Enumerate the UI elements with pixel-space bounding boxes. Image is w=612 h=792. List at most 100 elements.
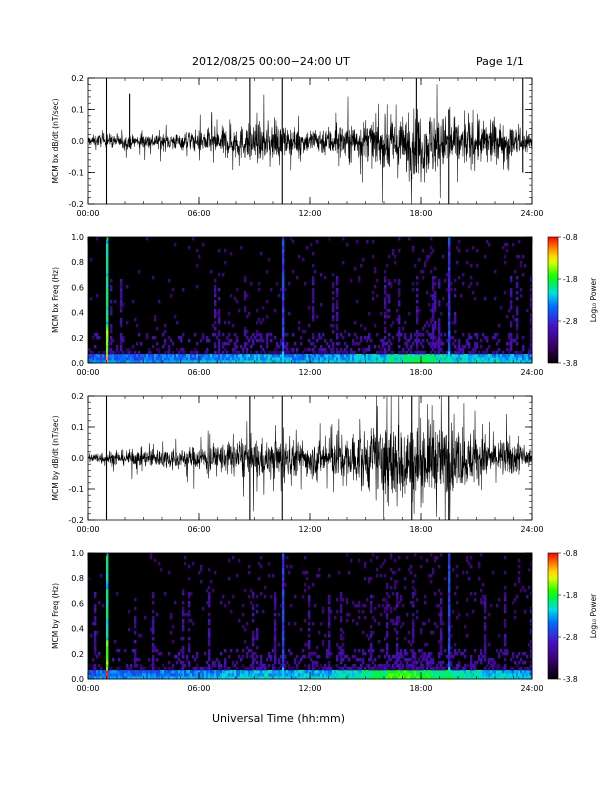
spectrogram-cell <box>182 607 184 610</box>
y-tick-label: 0.4 <box>71 309 84 318</box>
spectrogram-cell <box>370 658 372 661</box>
spectrogram-cell <box>266 342 268 345</box>
spectrogram-cell <box>466 559 468 562</box>
spectrogram-cell <box>162 664 164 667</box>
spectrogram-cell <box>458 339 460 342</box>
spectrogram-cell <box>388 297 390 300</box>
spectrogram-cell <box>516 342 518 345</box>
spectrogram-cell <box>470 655 472 658</box>
spectrogram-cell <box>152 628 154 631</box>
spectrogram-cell <box>218 318 220 321</box>
spectrogram-cell <box>304 282 306 285</box>
spectrogram-cell <box>434 327 436 330</box>
spectrogram-cell <box>332 351 334 354</box>
spectrogram-cell <box>390 568 392 571</box>
spectrogram-cell <box>456 652 458 655</box>
spectrogram-cell <box>440 649 442 652</box>
spectrogram-cell <box>252 333 254 336</box>
spectrogram-cell <box>336 291 338 294</box>
spectrogram-cell <box>384 303 386 306</box>
spectrogram-cell <box>254 652 256 655</box>
y-axis-label: MCM bx Freq (Hz) <box>51 267 60 333</box>
spectrogram-cell <box>336 312 338 315</box>
spectrogram-cell <box>474 667 476 670</box>
spectrogram-cell <box>374 267 376 270</box>
spectrogram-cell <box>480 345 482 348</box>
spectrogram-cell <box>342 631 344 634</box>
spectrogram-cell <box>144 667 146 670</box>
spectrogram-cell <box>372 631 374 634</box>
spectrogram-cell <box>228 655 230 658</box>
spectrogram-cell <box>110 324 112 327</box>
spectrogram-cell <box>480 598 482 601</box>
spectrogram-cell <box>236 300 238 303</box>
spectrogram-cell <box>106 586 108 589</box>
spectrogram-cell <box>186 655 188 658</box>
x-tick-label: 18:00 <box>409 684 432 693</box>
spectrogram-cell <box>422 667 424 670</box>
spectrogram-cell <box>200 339 202 342</box>
spectrogram-cell <box>344 664 346 667</box>
spectrogram-cell <box>154 315 156 318</box>
spectrogram-cell <box>294 342 296 345</box>
spectrogram-cell <box>172 351 174 354</box>
spectrogram-cell <box>346 655 348 658</box>
spectrogram-cell <box>106 243 108 246</box>
spectrogram-cell <box>284 655 286 658</box>
spectrogram-cell <box>250 351 252 354</box>
spectrogram-cell <box>114 300 116 303</box>
spectrogram-cell <box>120 309 122 312</box>
spectrogram-cell <box>304 583 306 586</box>
spectrogram-cell <box>472 246 474 249</box>
spectrogram-cell <box>510 279 512 282</box>
spectrogram-cell <box>340 646 342 649</box>
spectrogram-cell <box>106 336 108 339</box>
spectrogram-cell <box>372 649 374 652</box>
spectrogram-cell <box>394 571 396 574</box>
x-tick-label: 00:00 <box>76 368 99 377</box>
spectrogram-cell <box>390 586 392 589</box>
spectrogram-cell <box>342 652 344 655</box>
spectrogram-cell <box>456 565 458 568</box>
spectrogram-cell <box>448 270 450 273</box>
spectrogram-cell <box>474 348 476 351</box>
spectrogram-cell <box>176 655 178 658</box>
spectrogram-cell <box>260 336 262 339</box>
spectrogram-cell <box>296 655 298 658</box>
spectrogram-cell <box>448 339 450 342</box>
spectrogram-cell <box>196 342 198 345</box>
spectrogram-cell <box>282 577 284 580</box>
spectrogram-cell <box>284 664 286 667</box>
colorbar-tick-label: -0.8 <box>563 233 578 242</box>
spectrogram-cell <box>448 240 450 243</box>
x-tick-label: 00:00 <box>76 525 99 534</box>
spectrogram-cell <box>456 616 458 619</box>
spectrogram-cell <box>498 664 500 667</box>
spectrogram-cell <box>192 237 194 240</box>
spectrogram-cell <box>268 258 270 261</box>
spectrogram-cell <box>314 652 316 655</box>
spectrogram-cell <box>476 282 478 285</box>
spectrogram-cell <box>202 333 204 336</box>
spectrogram-cell <box>498 324 500 327</box>
spectrogram-cell <box>246 315 248 318</box>
spectrogram-cell <box>384 348 386 351</box>
spectrogram-cell <box>106 306 108 309</box>
spectrogram-cell <box>286 348 288 351</box>
spectrogram-cell <box>412 637 414 640</box>
spectrogram-cell <box>168 345 170 348</box>
spectrogram-cell <box>434 267 436 270</box>
colorbar-tick-label: -3.8 <box>563 359 578 368</box>
spectrogram-cell <box>384 288 386 291</box>
spectrogram-cell <box>252 339 254 342</box>
spectrogram-cell <box>110 285 112 288</box>
x-tick-label: 18:00 <box>409 368 432 377</box>
spectrogram-cell <box>438 327 440 330</box>
spectrogram-cell <box>376 568 378 571</box>
spectrogram-cell <box>436 556 438 559</box>
spectrogram-cell <box>90 634 92 637</box>
spectrogram-cell <box>106 556 108 559</box>
spectrogram-cell <box>516 276 518 279</box>
spectrogram-cell <box>494 661 496 664</box>
spectrogram-cell <box>152 625 154 628</box>
